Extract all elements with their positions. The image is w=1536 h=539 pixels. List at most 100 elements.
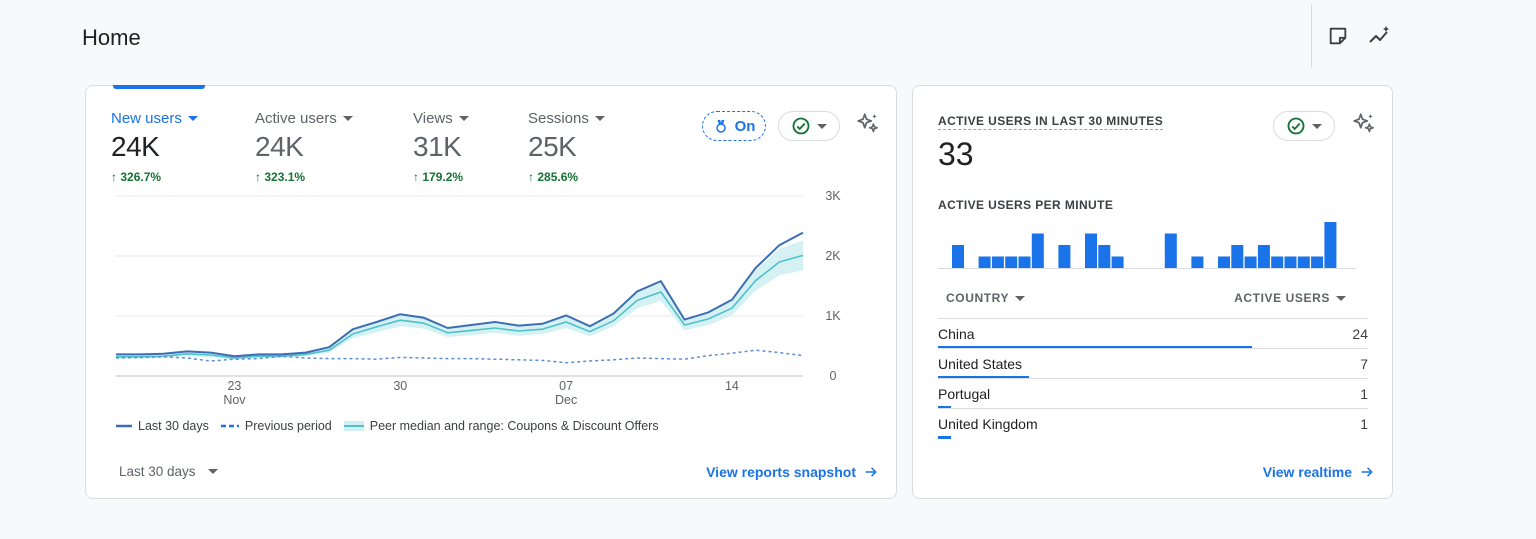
- legend-item-current: Last 30 days: [116, 419, 209, 433]
- per-minute-bar[interactable]: [1311, 256, 1324, 269]
- per-minute-bar[interactable]: [1018, 256, 1031, 269]
- metric-value: 24K: [111, 131, 160, 162]
- active-users-column-header[interactable]: ACTIVE USERS: [1234, 291, 1346, 305]
- country-column-header[interactable]: COUNTRY: [946, 291, 1026, 305]
- benchmark-toggle-label: On: [734, 117, 756, 135]
- realtime-title: ACTIVE USERS IN LAST 30 MINUTES: [938, 114, 1164, 130]
- caret-down-icon: [1336, 295, 1346, 301]
- per-minute-bar[interactable]: [978, 256, 991, 269]
- view-reports-snapshot-link[interactable]: View reports snapshot: [706, 464, 878, 480]
- y-tick-label: 0: [830, 369, 837, 383]
- metric-value: 31K: [413, 131, 462, 162]
- table-row[interactable]: China 24: [938, 318, 1368, 349]
- per-minute-bar[interactable]: [1085, 233, 1097, 269]
- data-quality-dropdown[interactable]: [778, 111, 840, 141]
- metric-label: New users: [111, 110, 182, 127]
- country-name: China: [938, 326, 975, 342]
- legend-item-previous: Previous period: [220, 419, 332, 433]
- active-metric-indicator: [113, 85, 205, 89]
- per-minute-bar[interactable]: [1244, 256, 1257, 269]
- table-row[interactable]: Portugal 1: [938, 378, 1368, 409]
- benchmark-toggle[interactable]: On: [702, 111, 766, 141]
- x-tick-label: 23: [227, 379, 241, 393]
- sparkle-icon[interactable]: [1351, 111, 1377, 137]
- caret-down-icon: [594, 116, 605, 121]
- date-range-select[interactable]: Last 30 days: [119, 464, 218, 479]
- legend-item-peer: Peer median and range: Coupons & Discoun…: [343, 419, 659, 433]
- arrow-right-icon: [865, 467, 877, 477]
- per-minute-bar[interactable]: [1164, 233, 1177, 269]
- per-minute-bar[interactable]: [1111, 256, 1124, 269]
- y-tick-label: 3K: [825, 189, 841, 203]
- metric-change: ↑ 179.2%: [413, 170, 464, 184]
- arrow-right-icon: [1361, 467, 1373, 477]
- per-minute-bar[interactable]: [991, 256, 1004, 269]
- notes-icon[interactable]: [1326, 24, 1350, 48]
- y-tick-label: 1K: [825, 309, 841, 323]
- x-tick-label: 07: [559, 379, 573, 393]
- sparkle-icon[interactable]: [855, 111, 881, 137]
- caret-down-icon: [187, 116, 198, 121]
- metric-value: 25K: [528, 131, 577, 162]
- country-share-bar: [938, 376, 1029, 379]
- per-minute-bar[interactable]: [1271, 256, 1284, 269]
- x-tick-month-label: Dec: [555, 393, 577, 406]
- previous-period-line: [115, 349, 804, 364]
- realtime-card: ACTIVE USERS IN LAST 30 MINUTES 33 ACTIV…: [912, 85, 1393, 499]
- per-minute-bar[interactable]: [1257, 245, 1270, 268]
- last-30-days-line: [116, 231, 804, 358]
- country-name: United Kingdom: [938, 416, 1038, 432]
- per-minute-bar[interactable]: [952, 245, 964, 268]
- x-tick-month-label: Nov: [223, 393, 246, 406]
- country-share-bar: [938, 436, 951, 439]
- date-range-label: Last 30 days: [119, 464, 196, 479]
- view-realtime-link[interactable]: View realtime: [1263, 464, 1374, 480]
- per-minute-bar[interactable]: [1297, 256, 1310, 269]
- caret-down-icon: [817, 123, 827, 129]
- medal-icon: [715, 120, 726, 133]
- metric-change: ↑ 326.7%: [111, 170, 162, 184]
- per-minute-bar[interactable]: [1098, 245, 1111, 268]
- caret-down-icon: [458, 116, 469, 121]
- metric-active-users[interactable]: Active users 24K ↑ 323.1%: [255, 110, 353, 184]
- peer-range-band: [116, 240, 803, 360]
- country-name: United States: [938, 356, 1023, 372]
- table-row[interactable]: United Kingdom 1: [938, 408, 1368, 439]
- arrow-up-icon: ↑: [413, 170, 419, 184]
- chart-legend: Last 30 days Previous period Peer median…: [116, 419, 659, 433]
- per-minute-bar[interactable]: [1231, 245, 1244, 268]
- per-minute-bar[interactable]: [1058, 245, 1071, 268]
- metric-label: Active users: [255, 110, 337, 127]
- realtime-active-users-value: 33: [938, 136, 974, 172]
- country-users: 24: [1352, 326, 1368, 342]
- metric-new-users[interactable]: New users 24K ↑ 326.7%: [111, 110, 198, 184]
- metric-label: Sessions: [528, 110, 589, 127]
- peer-median-line: [116, 254, 804, 359]
- arrow-up-icon: ↑: [528, 170, 534, 184]
- per-minute-title: ACTIVE USERS PER MINUTE: [938, 198, 1114, 212]
- metric-label: Views: [413, 110, 453, 127]
- per-minute-bar[interactable]: [1218, 256, 1230, 269]
- insights-icon[interactable]: [1368, 24, 1392, 48]
- per-minute-bar[interactable]: [1324, 222, 1337, 268]
- country-users: 1: [1360, 386, 1368, 402]
- table-row[interactable]: United States 7: [938, 348, 1368, 379]
- metric-views[interactable]: Views 31K ↑ 179.2%: [413, 110, 469, 184]
- check-circle-icon: [792, 117, 810, 135]
- overview-card: New users 24K ↑ 326.7% Active users 24K …: [85, 85, 897, 499]
- per-minute-bar[interactable]: [1005, 256, 1018, 269]
- caret-down-icon: [342, 116, 353, 121]
- metric-change: ↑ 323.1%: [255, 170, 306, 184]
- x-tick-label: 14: [725, 379, 739, 393]
- metric-sessions[interactable]: Sessions 25K ↑ 285.6%: [528, 110, 605, 184]
- realtime-data-quality-dropdown[interactable]: [1273, 111, 1335, 141]
- country-users: 1: [1360, 416, 1368, 432]
- per-minute-bar[interactable]: [1284, 256, 1297, 269]
- y-tick-label: 2K: [825, 249, 841, 263]
- per-minute-bar[interactable]: [1191, 256, 1204, 269]
- per-minute-bar[interactable]: [1031, 233, 1044, 269]
- country-share-bar: [938, 346, 1252, 349]
- per-minute-bar-chart: [938, 222, 1356, 269]
- caret-down-icon: [1312, 123, 1322, 129]
